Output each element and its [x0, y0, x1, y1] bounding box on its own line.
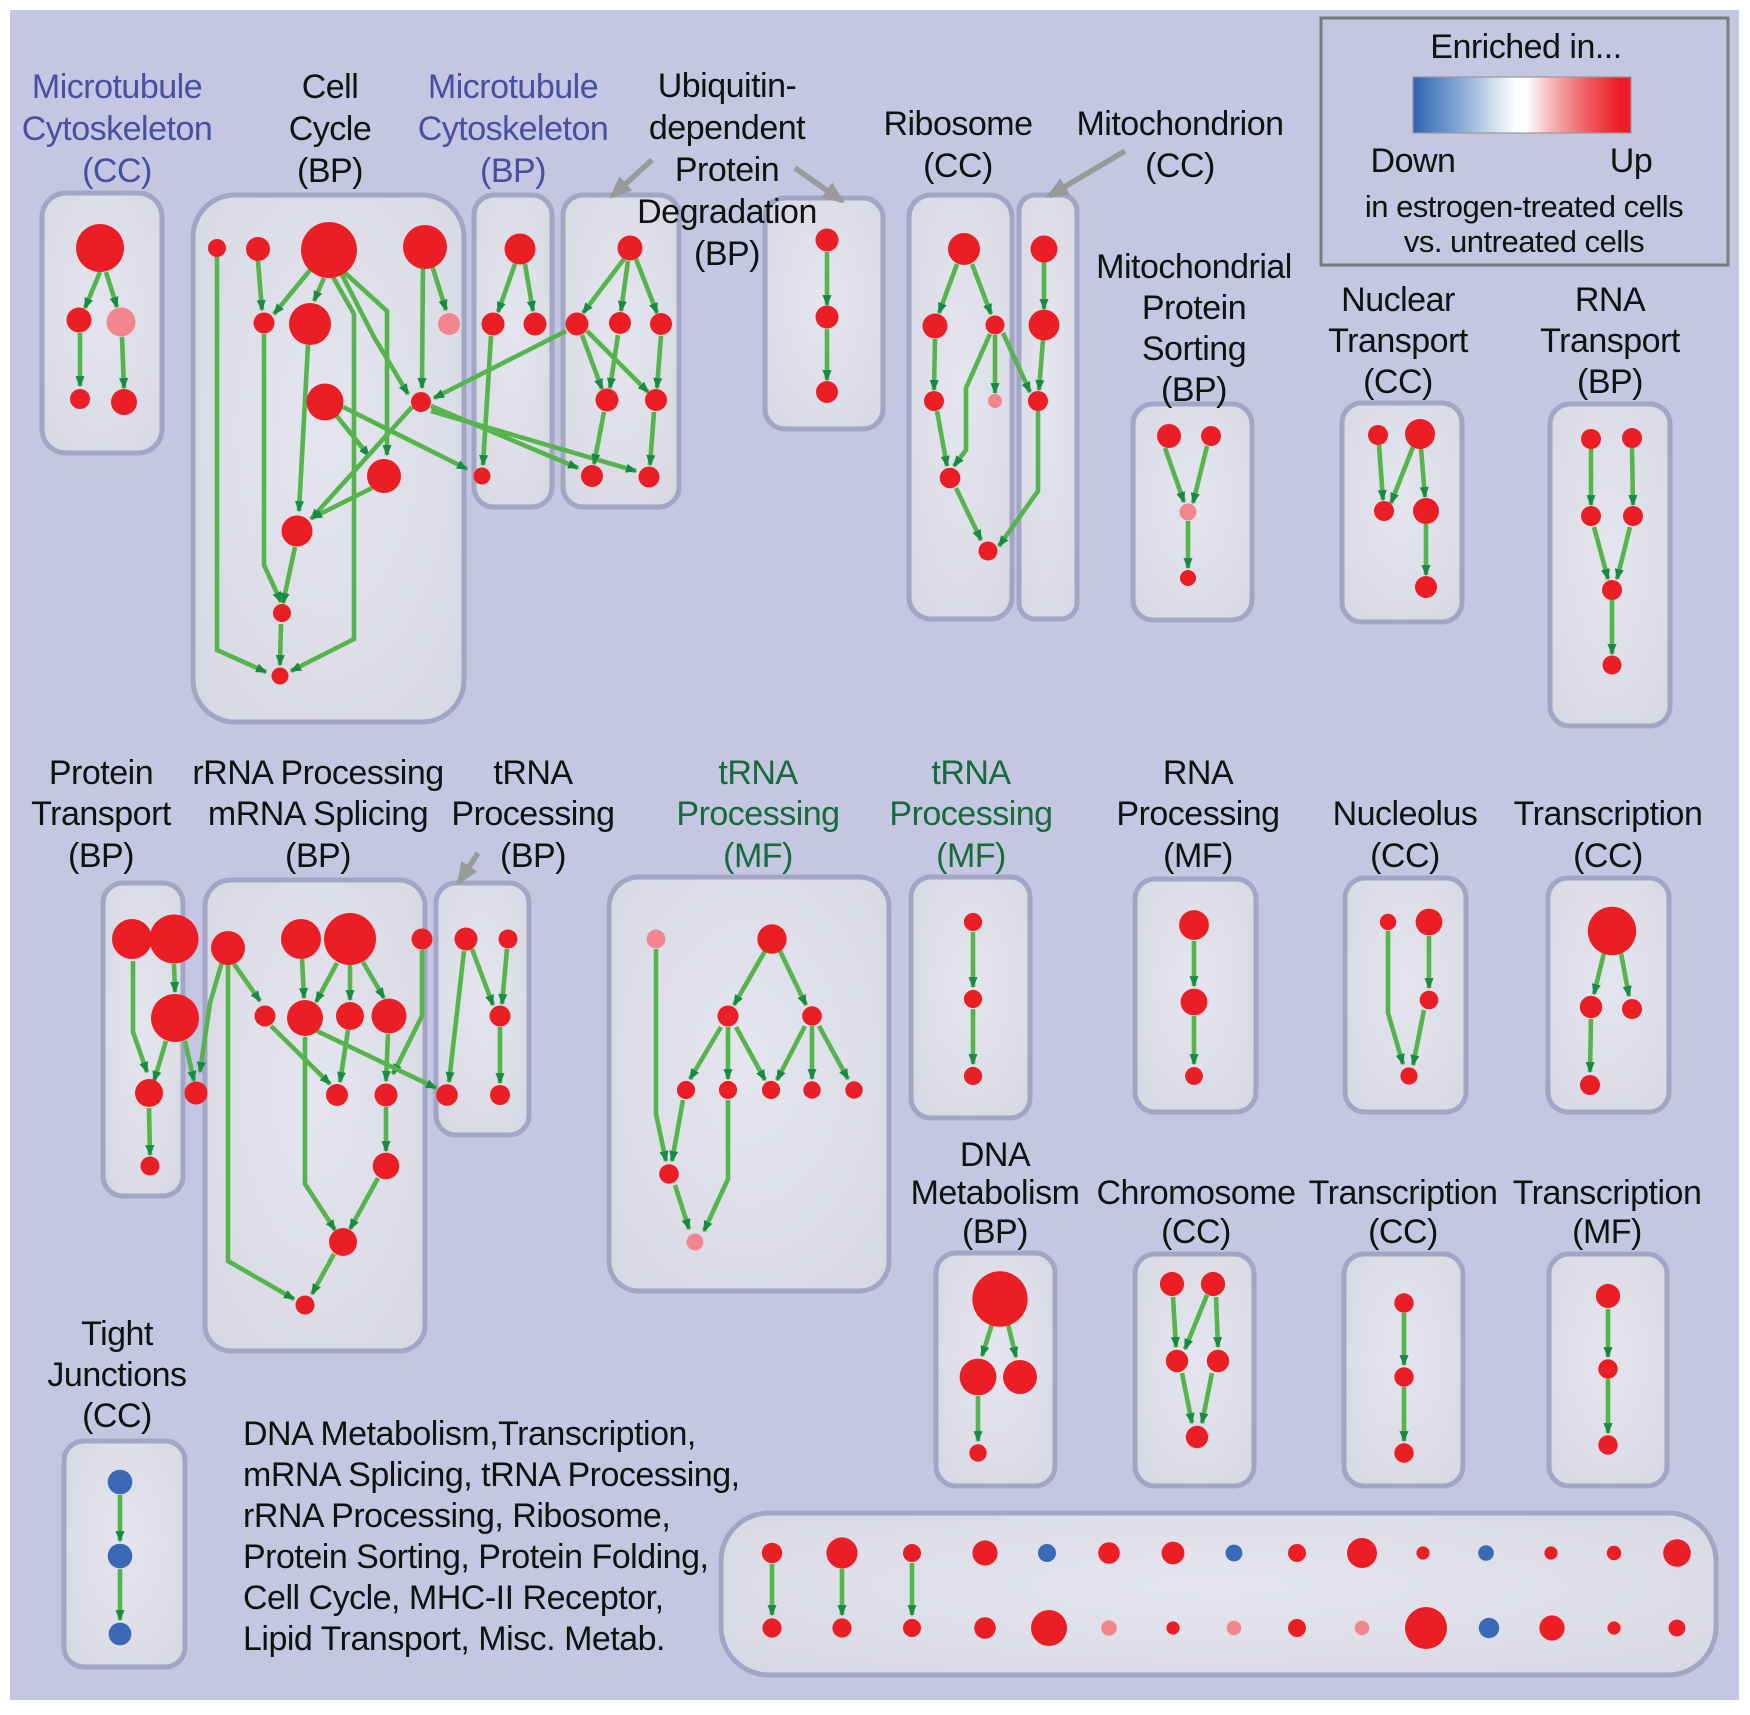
svg-text:tRNA: tRNA [931, 754, 1011, 792]
svg-text:(CC): (CC) [923, 147, 993, 185]
svg-text:(BP): (BP) [962, 1213, 1028, 1251]
svg-text:Down: Down [1371, 142, 1456, 180]
svg-text:Protein: Protein [1142, 289, 1246, 327]
svg-text:Processing: Processing [451, 795, 614, 833]
svg-text:Nucleolus: Nucleolus [1333, 795, 1478, 833]
svg-text:(MF): (MF) [723, 837, 793, 875]
svg-text:Metabolism: Metabolism [911, 1174, 1080, 1212]
svg-text:Microtubule: Microtubule [32, 68, 202, 106]
svg-text:(BP): (BP) [500, 837, 566, 875]
svg-text:Sorting: Sorting [1142, 330, 1246, 368]
svg-text:(BP): (BP) [1577, 363, 1643, 401]
svg-text:Cytoskeleton: Cytoskeleton [418, 110, 609, 148]
svg-text:Transport: Transport [1540, 322, 1681, 360]
svg-text:(MF): (MF) [1163, 837, 1233, 875]
svg-text:Tight: Tight [81, 1315, 154, 1353]
svg-text:Transport: Transport [31, 795, 172, 833]
svg-text:Transport: Transport [1328, 322, 1469, 360]
svg-text:(BP): (BP) [68, 837, 134, 875]
svg-text:rRNA Processing: rRNA Processing [192, 754, 443, 792]
svg-text:Ribosome: Ribosome [883, 105, 1032, 143]
svg-text:dependent: dependent [649, 109, 806, 147]
svg-text:Up: Up [1610, 142, 1652, 180]
svg-text:Protein: Protein [675, 151, 779, 189]
svg-text:Processing: Processing [676, 795, 839, 833]
svg-text:(MF): (MF) [1572, 1213, 1642, 1251]
svg-text:Transcription: Transcription [1514, 795, 1703, 833]
svg-text:Ubiquitin-: Ubiquitin- [658, 67, 797, 105]
svg-text:vs. untreated cells: vs. untreated cells [1404, 224, 1644, 259]
svg-text:DNA: DNA [960, 1136, 1031, 1174]
svg-text:(CC): (CC) [1370, 837, 1440, 875]
svg-text:in estrogen-treated cells: in estrogen-treated cells [1365, 189, 1683, 224]
svg-text:RNA: RNA [1575, 281, 1646, 319]
svg-text:(BP): (BP) [297, 152, 363, 190]
svg-text:(CC): (CC) [82, 152, 152, 190]
svg-text:Protein: Protein [49, 754, 153, 792]
svg-text:Nuclear: Nuclear [1341, 281, 1455, 319]
svg-text:Transcription: Transcription [1309, 1174, 1498, 1212]
svg-text:(BP): (BP) [694, 235, 760, 273]
svg-text:Degradation: Degradation [637, 193, 817, 231]
svg-text:Junctions: Junctions [47, 1356, 186, 1394]
svg-text:(BP): (BP) [1161, 371, 1227, 409]
svg-text:DNA Metabolism,Transcription,: DNA Metabolism,Transcription, [243, 1415, 696, 1453]
svg-text:(CC): (CC) [1363, 363, 1433, 401]
svg-text:Processing: Processing [1116, 795, 1279, 833]
svg-text:RNA: RNA [1163, 754, 1234, 792]
svg-text:Cell Cycle, MHC-II Receptor,: Cell Cycle, MHC-II Receptor, [243, 1579, 664, 1617]
svg-text:Cycle: Cycle [289, 110, 372, 148]
svg-text:tRNA: tRNA [718, 754, 798, 792]
svg-text:(CC): (CC) [1368, 1213, 1438, 1251]
svg-text:(CC): (CC) [1573, 837, 1643, 875]
svg-text:mRNA Splicing, tRNA Processing: mRNA Splicing, tRNA Processing, [243, 1456, 740, 1494]
svg-text:(BP): (BP) [285, 837, 351, 875]
svg-text:(CC): (CC) [1161, 1213, 1231, 1251]
svg-text:mRNA Splicing: mRNA Splicing [208, 795, 428, 833]
svg-text:Mitochondrial: Mitochondrial [1096, 248, 1292, 286]
svg-text:Processing: Processing [889, 795, 1052, 833]
svg-text:Protein Sorting, Protein Foldi: Protein Sorting, Protein Folding, [243, 1538, 708, 1576]
svg-text:(BP): (BP) [480, 152, 546, 190]
svg-text:tRNA: tRNA [493, 754, 573, 792]
svg-text:(CC): (CC) [82, 1397, 152, 1435]
svg-text:(MF): (MF) [936, 837, 1006, 875]
svg-text:Lipid Transport, Misc. Metab.: Lipid Transport, Misc. Metab. [243, 1620, 665, 1658]
svg-text:Transcription: Transcription [1513, 1174, 1702, 1212]
svg-text:Cytoskeleton: Cytoskeleton [22, 110, 213, 148]
svg-text:Cell: Cell [302, 68, 359, 106]
svg-text:Enriched in...: Enriched in... [1430, 28, 1621, 66]
svg-text:(CC): (CC) [1145, 147, 1215, 185]
svg-text:Microtubule: Microtubule [428, 68, 598, 106]
svg-text:Mitochondrion: Mitochondrion [1076, 105, 1283, 143]
svg-text:Chromosome: Chromosome [1096, 1174, 1295, 1212]
svg-text:rRNA Processing, Ribosome,: rRNA Processing, Ribosome, [243, 1497, 670, 1535]
